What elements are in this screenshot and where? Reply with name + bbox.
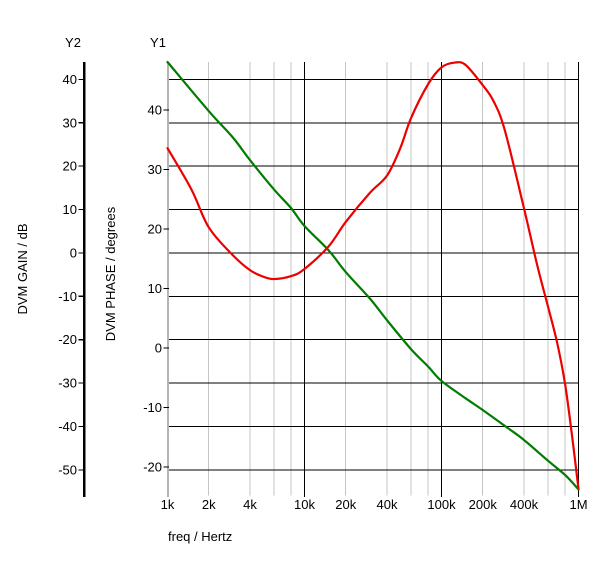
tick-label-layer: 1k 2k 4k 10k 20k 40k 100k 200k 400k 1M 40 30 20 10 0 -1… <box>58 72 587 512</box>
y2-tick-label: -20 <box>58 332 77 347</box>
grid-layer <box>167 62 579 489</box>
y1-tick-label: -20 <box>143 459 162 474</box>
y1-tick-label: -10 <box>143 400 162 415</box>
y2-tick-label: 20 <box>63 159 77 174</box>
x-tick-label: 2k <box>202 497 216 512</box>
dvm-phase-curve[interactable] <box>166 61 580 491</box>
x-tick-label: 1M <box>569 497 587 512</box>
y1-tick-label: 0 <box>155 341 162 356</box>
y2-tick-label: -50 <box>58 462 77 477</box>
y2-tick-label: 0 <box>70 245 77 260</box>
y1-tick-label: 40 <box>148 103 162 118</box>
y1-axis-label: DVM PHASE / degrees <box>103 206 118 341</box>
y2-tick-label: 30 <box>63 115 77 130</box>
x-tick-label: 20k <box>335 497 356 512</box>
x-tick-label: 40k <box>376 497 397 512</box>
y2-tick-label: -10 <box>58 289 77 304</box>
x-tick-label: 4k <box>243 497 257 512</box>
y1-tick-label: 10 <box>148 281 162 296</box>
x-tick-label: 100k <box>427 497 456 512</box>
y2-tick-label: -30 <box>58 376 77 391</box>
x-tick-label: 10k <box>294 497 315 512</box>
curve-layer <box>166 60 580 491</box>
y1-axis-title: Y1 <box>150 35 166 50</box>
x-tick-label: 1k <box>161 497 175 512</box>
y2-tick-label: 10 <box>63 202 77 217</box>
y2-tick-label: -40 <box>58 419 77 434</box>
x-tick-label: 400k <box>510 497 539 512</box>
y2-axis-label: DVM GAIN / dB <box>15 223 30 314</box>
y2-tick-label: 40 <box>63 72 77 87</box>
dvm-gain-curve[interactable] <box>166 60 580 491</box>
x-tick-label: 200k <box>469 497 498 512</box>
y1-tick-label: 20 <box>148 222 162 237</box>
x-axis-label: freq / Hertz <box>168 529 232 544</box>
y2-axis-title: Y2 <box>65 35 81 50</box>
y1-tick-label: 30 <box>148 162 162 177</box>
axis-layer <box>78 62 579 497</box>
